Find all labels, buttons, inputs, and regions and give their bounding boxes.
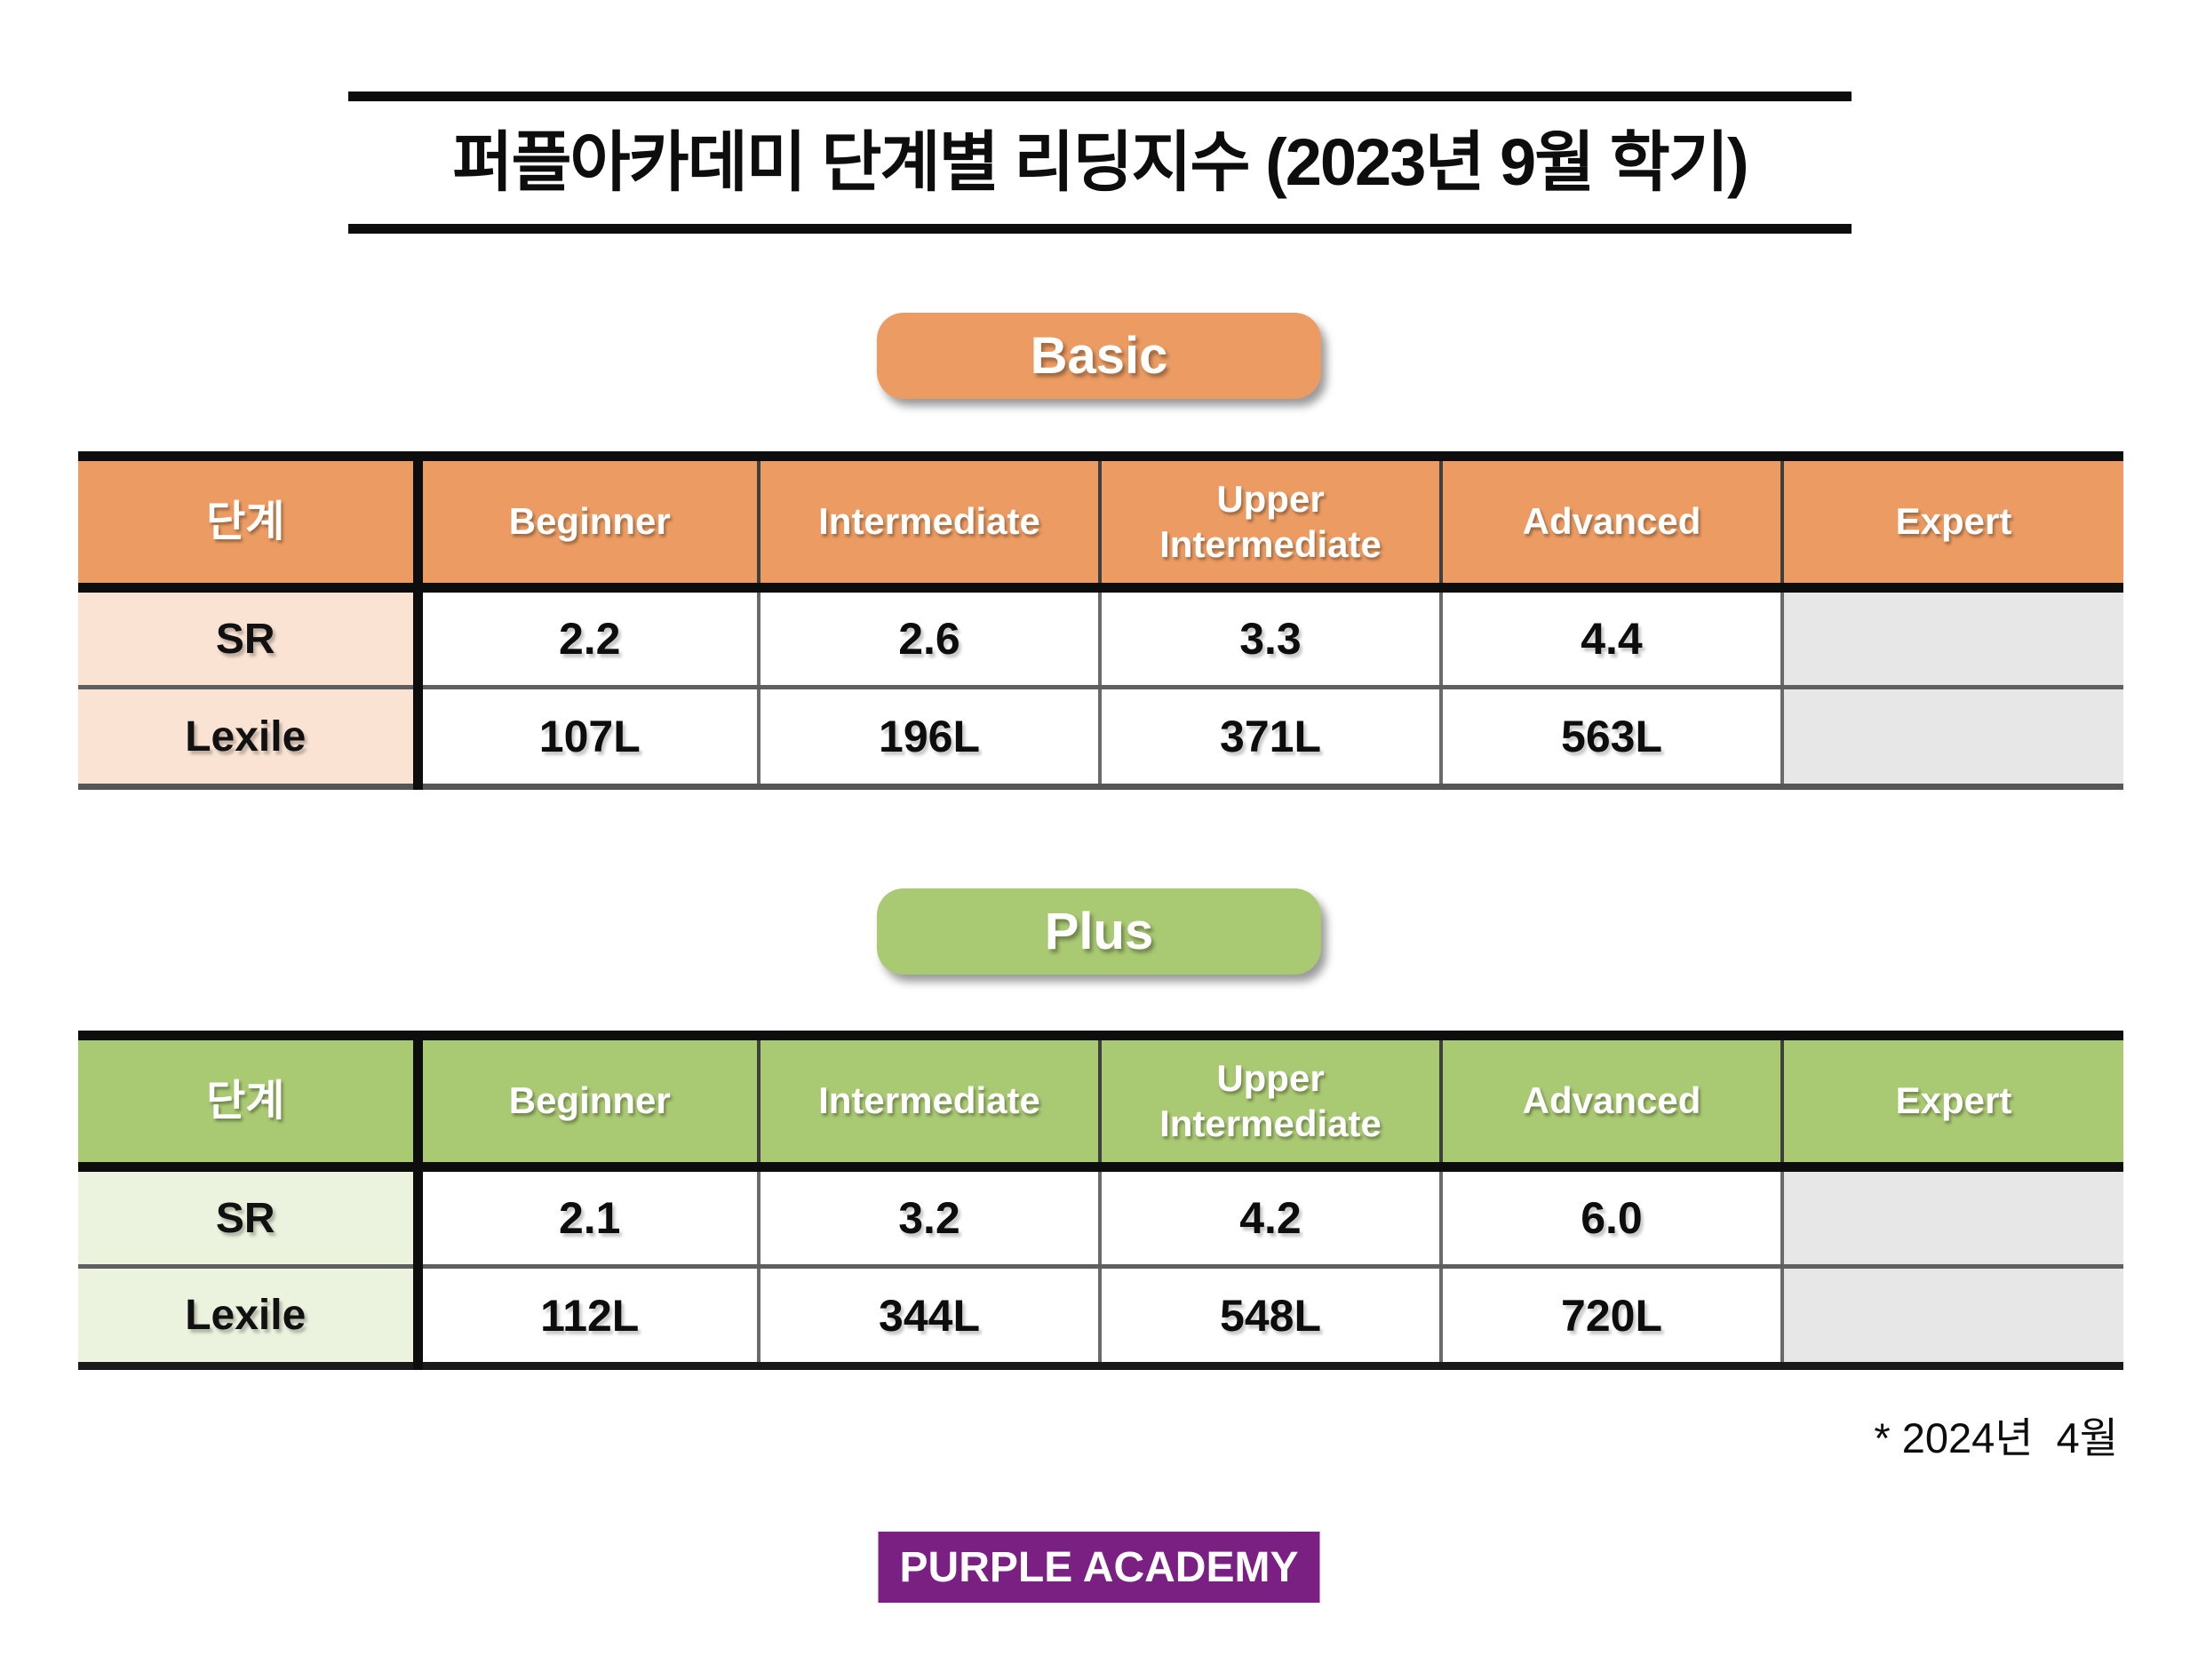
basic-sr-intermediate: 2.6 xyxy=(757,585,1102,688)
basic-header-row: 단계 Beginner Intermediate Upper Intermedi… xyxy=(78,451,2123,593)
footnote: * 2024년 4월 xyxy=(1874,1414,2118,1461)
plus-column-header-intermediate: Intermediate xyxy=(757,1031,1102,1172)
plus-sr-expert xyxy=(1780,1165,2123,1267)
basic-sr-advanced: 4.4 xyxy=(1439,585,1784,688)
basic-lexile-intermediate: 196L xyxy=(757,685,1102,790)
basic-row-label-sr: SR xyxy=(78,585,423,688)
title-top-rule xyxy=(348,92,1852,101)
basic-row-label-lexile: Lexile xyxy=(78,685,423,790)
plus-table-wrap: 단계 Beginner Intermediate Upper Intermedi… xyxy=(78,1031,2123,1370)
plus-column-header-level: 단계 xyxy=(78,1031,423,1172)
plus-row-label-lexile: Lexile xyxy=(78,1264,423,1370)
plus-lexile-beginner: 112L xyxy=(416,1264,761,1370)
basic-table-wrap: 단계 Beginner Intermediate Upper Intermedi… xyxy=(78,451,2123,790)
plus-sr-row: SR 2.1 3.2 4.2 6.0 xyxy=(78,1165,2123,1267)
plus-table: 단계 Beginner Intermediate Upper Intermedi… xyxy=(78,1031,2123,1370)
plus-badge: Plus xyxy=(877,888,1321,975)
purple-academy-logo: PURPLE ACADEMY xyxy=(878,1532,1320,1603)
basic-column-header-advanced: Advanced xyxy=(1439,451,1784,593)
basic-lexile-expert xyxy=(1780,685,2123,790)
plus-lexile-row: Lexile 112L 344L 548L 720L xyxy=(78,1264,2123,1370)
plus-row-label-sr: SR xyxy=(78,1165,423,1267)
plus-lexile-intermediate: 344L xyxy=(757,1264,1102,1370)
basic-table: 단계 Beginner Intermediate Upper Intermedi… xyxy=(78,451,2123,790)
basic-sr-expert xyxy=(1780,585,2123,688)
plus-lexile-upper-intermediate: 548L xyxy=(1098,1264,1443,1370)
plus-column-header-upper-intermediate: Upper Intermediate xyxy=(1098,1031,1443,1172)
plus-column-header-expert: Expert xyxy=(1780,1031,2123,1172)
basic-lexile-beginner: 107L xyxy=(416,685,761,790)
plus-sr-beginner: 2.1 xyxy=(416,1165,761,1267)
plus-sr-upper-intermediate: 4.2 xyxy=(1098,1165,1443,1267)
plus-sr-advanced: 6.0 xyxy=(1439,1165,1784,1267)
basic-lexile-upper-intermediate: 371L xyxy=(1098,685,1443,790)
basic-sr-row: SR 2.2 2.6 3.3 4.4 xyxy=(78,585,2123,688)
page-title: 퍼플아카데미 단계별 리딩지수 (2023년 9월 학기) xyxy=(452,125,1748,199)
title-bottom-rule xyxy=(348,224,1852,234)
purple-academy-logo-text: PURPLE ACADEMY xyxy=(899,1543,1299,1591)
basic-badge-label: Basic xyxy=(1030,327,1168,385)
plus-sr-intermediate: 3.2 xyxy=(757,1165,1102,1267)
basic-column-header-upper-intermediate: Upper Intermediate xyxy=(1098,451,1443,593)
basic-sr-upper-intermediate: 3.3 xyxy=(1098,585,1443,688)
basic-badge: Basic xyxy=(877,313,1321,399)
basic-column-header-expert: Expert xyxy=(1780,451,2123,593)
basic-lexile-advanced: 563L xyxy=(1439,685,1784,790)
plus-lexile-advanced: 720L xyxy=(1439,1264,1784,1370)
basic-column-header-intermediate: Intermediate xyxy=(757,451,1102,593)
basic-lexile-row: Lexile 107L 196L 371L 563L xyxy=(78,685,2123,790)
title-block: 퍼플아카데미 단계별 리딩지수 (2023년 9월 학기) xyxy=(348,92,1852,234)
basic-sr-beginner: 2.2 xyxy=(416,585,761,688)
plus-column-header-advanced: Advanced xyxy=(1439,1031,1784,1172)
basic-column-header-level: 단계 xyxy=(78,451,423,593)
basic-column-header-beginner: Beginner xyxy=(416,451,761,593)
plus-badge-label: Plus xyxy=(1044,903,1154,960)
plus-lexile-expert xyxy=(1780,1264,2123,1370)
plus-column-header-beginner: Beginner xyxy=(416,1031,761,1172)
plus-header-row: 단계 Beginner Intermediate Upper Intermedi… xyxy=(78,1031,2123,1172)
